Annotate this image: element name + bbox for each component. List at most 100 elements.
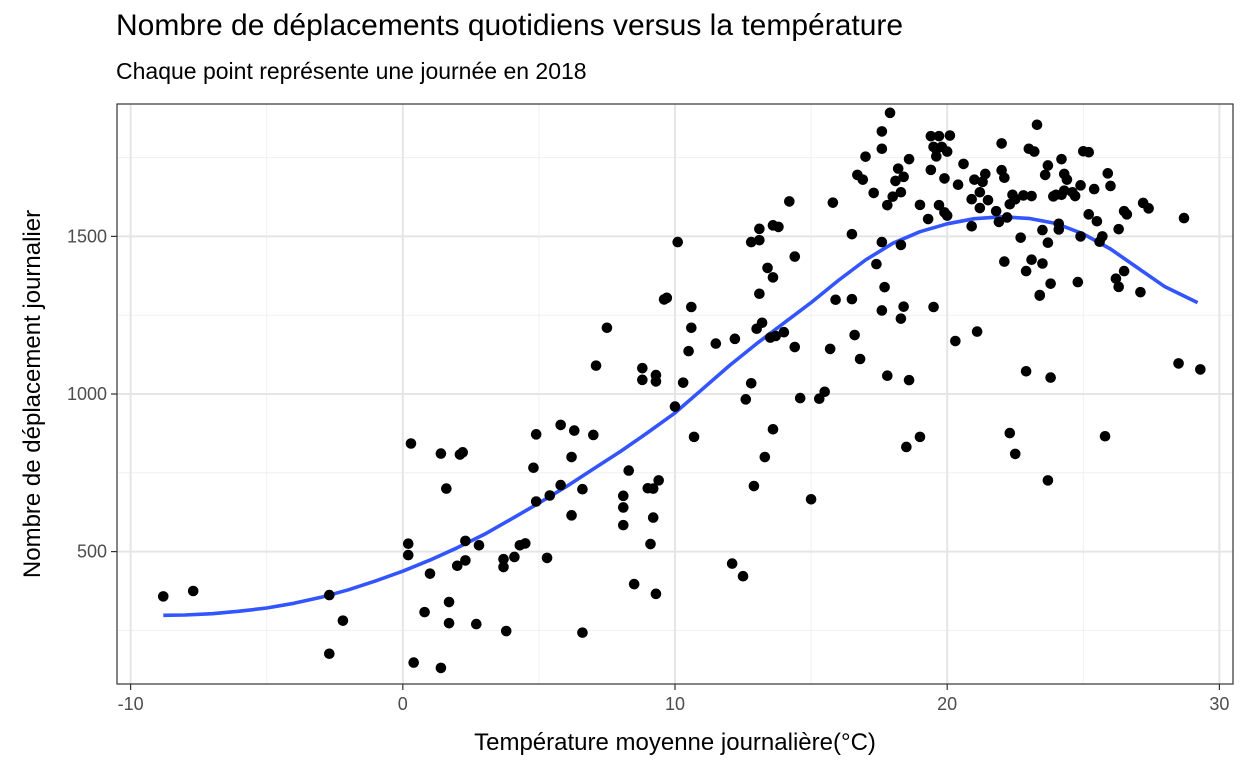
x-tick-label: 0 xyxy=(398,694,408,714)
data-point xyxy=(566,451,577,463)
data-point xyxy=(898,301,909,312)
data-point xyxy=(1034,290,1046,301)
data-point xyxy=(1004,427,1016,439)
data-point xyxy=(686,301,697,313)
data-point xyxy=(460,535,471,547)
data-point xyxy=(754,223,765,235)
data-point xyxy=(892,163,904,174)
data-point xyxy=(903,153,915,165)
data-point xyxy=(794,392,806,404)
y-tick-label: 500 xyxy=(77,542,107,562)
data-point xyxy=(901,441,912,453)
data-point xyxy=(887,191,899,202)
data-point xyxy=(759,451,771,463)
data-point xyxy=(405,438,417,449)
data-point xyxy=(748,480,760,492)
data-point xyxy=(1031,119,1043,131)
data-point xyxy=(789,251,801,262)
data-point xyxy=(980,168,991,180)
x-tick-label: -10 xyxy=(118,694,144,714)
data-point xyxy=(784,196,795,207)
x-tick-label: 10 xyxy=(665,694,685,714)
data-point xyxy=(473,540,485,551)
data-point xyxy=(1058,185,1070,196)
data-point xyxy=(457,447,468,458)
data-point xyxy=(876,126,888,137)
data-point xyxy=(686,322,697,334)
data-point xyxy=(408,657,419,668)
data-point xyxy=(1020,366,1032,377)
data-point xyxy=(555,419,566,431)
data-points xyxy=(157,107,1206,674)
data-point xyxy=(882,199,893,211)
data-point xyxy=(435,448,447,459)
data-point xyxy=(928,301,939,313)
data-point xyxy=(710,338,722,349)
smooth-trend-line xyxy=(163,215,1199,618)
data-point xyxy=(672,236,684,248)
data-point xyxy=(577,483,588,495)
data-point xyxy=(756,317,768,329)
data-point xyxy=(1099,430,1111,442)
grid xyxy=(117,104,1233,684)
data-point xyxy=(1102,168,1114,179)
data-point xyxy=(789,341,801,353)
data-point xyxy=(999,172,1010,184)
data-point xyxy=(1056,153,1067,165)
data-point xyxy=(849,329,860,341)
data-point xyxy=(1113,281,1124,293)
y-tick-label: 1500 xyxy=(67,226,107,246)
data-point xyxy=(1088,183,1100,195)
data-point xyxy=(846,293,858,305)
data-point xyxy=(601,322,613,334)
data-point xyxy=(914,199,926,211)
data-point xyxy=(530,496,542,507)
data-point xyxy=(677,377,689,388)
data-point xyxy=(650,369,662,381)
data-point xyxy=(890,175,901,187)
data-point xyxy=(871,258,882,270)
data-point xyxy=(1018,190,1029,201)
data-point xyxy=(737,570,749,582)
data-point xyxy=(1042,237,1054,248)
data-point xyxy=(996,138,1007,149)
data-point xyxy=(1113,223,1124,235)
data-point xyxy=(661,292,673,304)
data-point xyxy=(982,194,994,206)
data-point xyxy=(500,625,512,637)
data-point xyxy=(637,362,648,374)
data-point xyxy=(767,424,779,435)
data-point xyxy=(669,401,681,412)
x-tick-label: 20 xyxy=(937,694,957,714)
data-point xyxy=(854,353,866,365)
data-point xyxy=(999,256,1010,267)
data-point xyxy=(435,662,447,674)
data-point xyxy=(969,174,980,185)
data-point xyxy=(933,199,945,211)
data-point xyxy=(729,333,741,345)
data-point xyxy=(726,558,738,569)
data-point xyxy=(647,512,659,523)
data-point xyxy=(617,502,629,513)
data-point xyxy=(623,465,635,476)
data-point xyxy=(1105,180,1116,192)
data-point xyxy=(1061,174,1073,185)
data-point xyxy=(1045,372,1056,383)
data-point xyxy=(1178,212,1190,224)
data-point xyxy=(876,305,888,316)
data-point xyxy=(451,560,463,572)
data-point xyxy=(337,615,349,626)
data-point xyxy=(754,234,765,246)
data-point xyxy=(941,146,953,157)
x-tick-label: 30 xyxy=(1209,694,1229,714)
data-point xyxy=(876,236,888,248)
data-point xyxy=(1042,160,1054,171)
data-point xyxy=(846,228,858,240)
data-point xyxy=(805,493,817,505)
data-point xyxy=(528,462,539,474)
data-point xyxy=(857,174,869,185)
data-point xyxy=(588,429,599,441)
data-point xyxy=(419,606,430,618)
data-point xyxy=(441,483,452,494)
data-point xyxy=(778,326,790,338)
